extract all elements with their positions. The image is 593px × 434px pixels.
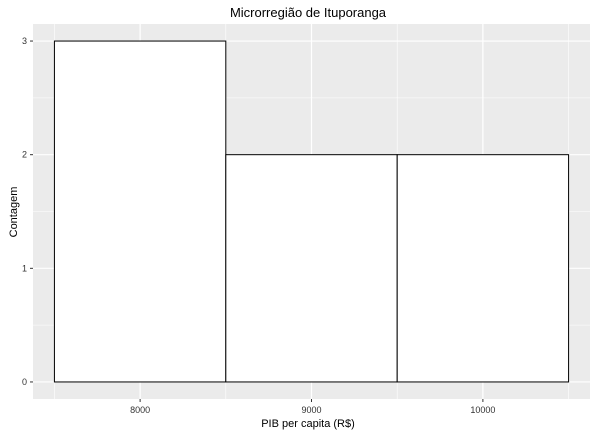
histogram-bar-1 bbox=[54, 41, 225, 382]
y-axis-title: Contagem bbox=[8, 187, 20, 238]
x-tick-label: 8000 bbox=[130, 405, 150, 415]
y-tick-label: 2 bbox=[22, 150, 27, 160]
x-axis: 8000 9000 10000 bbox=[130, 399, 495, 415]
histogram-bar-3 bbox=[397, 155, 568, 382]
y-tick-label: 0 bbox=[22, 377, 27, 387]
histogram-bar-2 bbox=[226, 155, 397, 382]
y-axis: 0 1 2 3 bbox=[22, 36, 33, 387]
chart-title: Microrregião de Ituporanga bbox=[230, 5, 387, 20]
x-axis-title: PIB per capita (R$) bbox=[261, 418, 355, 430]
x-tick-label: 10000 bbox=[470, 405, 495, 415]
x-tick-label: 9000 bbox=[301, 405, 321, 415]
y-tick-label: 1 bbox=[22, 263, 27, 273]
y-tick-label: 3 bbox=[22, 36, 27, 46]
